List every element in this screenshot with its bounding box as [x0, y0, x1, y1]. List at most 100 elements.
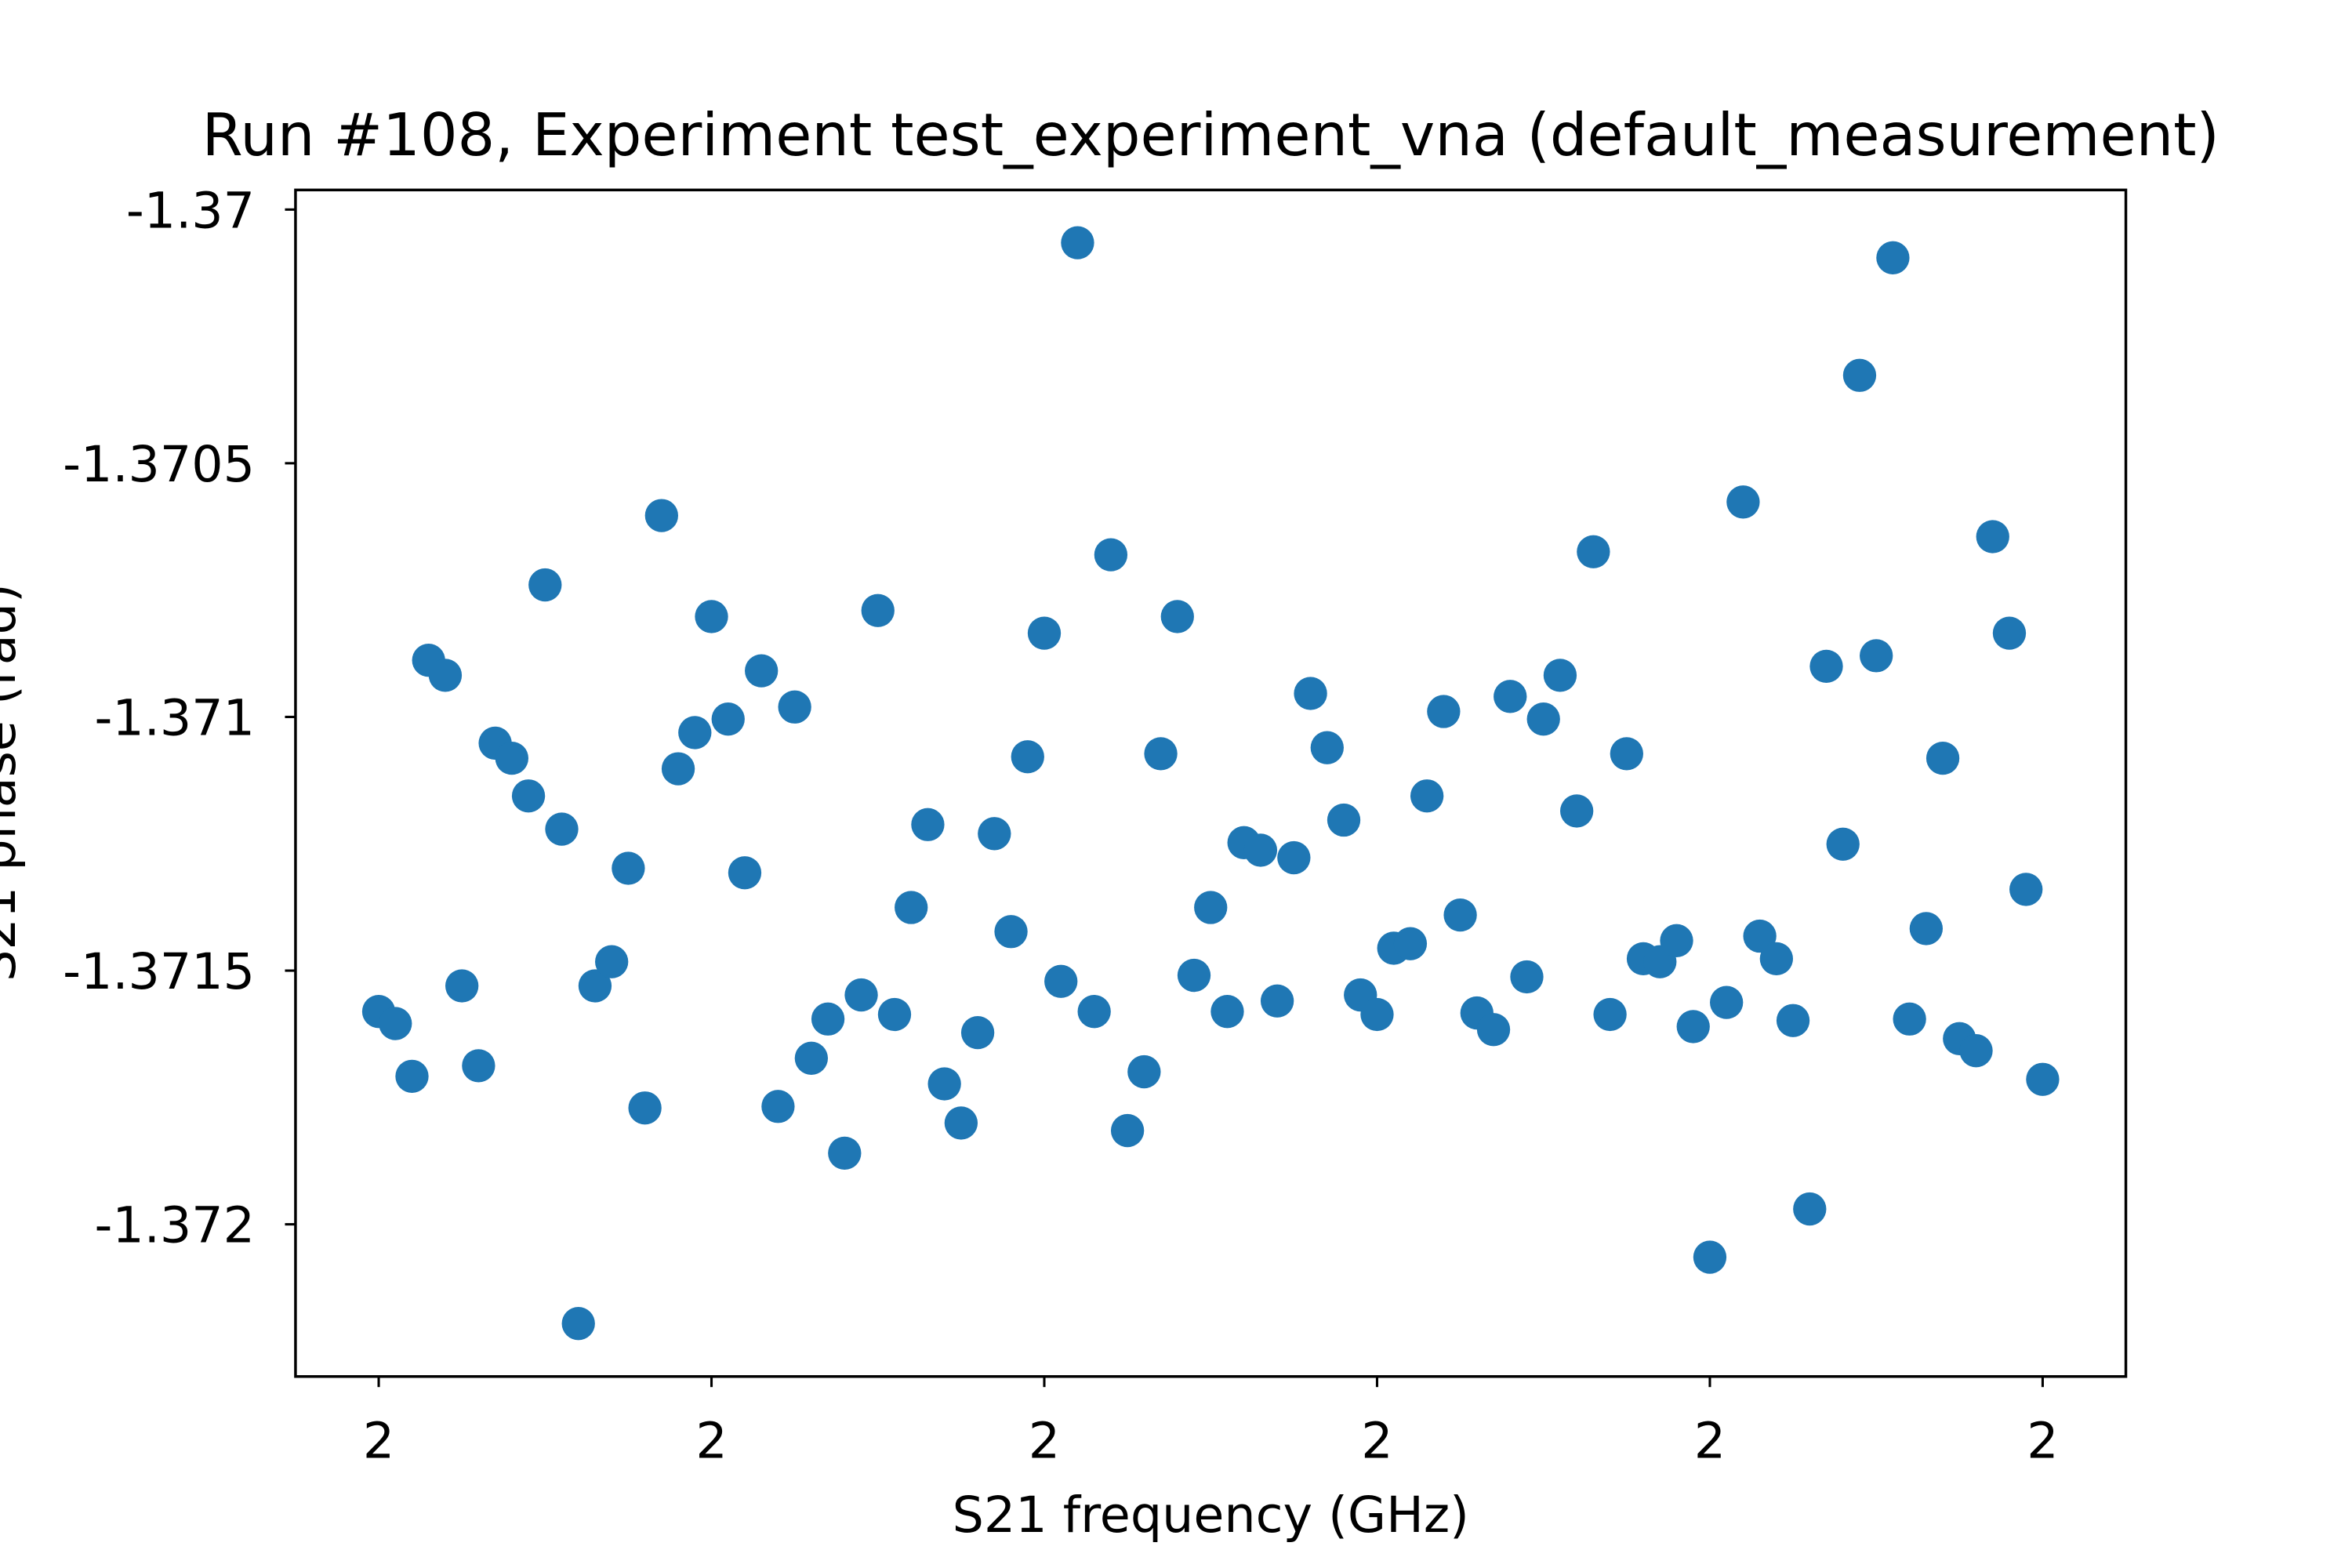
- scatter-point: [545, 812, 579, 846]
- scatter-point: [1027, 616, 1062, 650]
- scatter-point: [395, 1059, 429, 1093]
- scatter-point: [1793, 1192, 1827, 1226]
- scatter-point: [1809, 649, 1843, 684]
- scatter-point: [1759, 942, 1793, 976]
- scatter-point: [2026, 1062, 2060, 1096]
- x-tick-label: 2: [695, 1412, 727, 1470]
- scatter-point: [1660, 924, 1693, 957]
- scatter-point: [1710, 985, 1744, 1019]
- scatter-point: [1926, 741, 1960, 775]
- scatter-point: [1610, 737, 1643, 771]
- scatter-point: [828, 1136, 862, 1171]
- scatter-point: [1693, 1240, 1727, 1274]
- scatter-point: [978, 817, 1011, 851]
- scatter-point: [1577, 535, 1610, 568]
- scatter-point: [1560, 794, 1594, 828]
- scatter-point: [1393, 927, 1428, 960]
- scatter-point: [1826, 827, 1860, 861]
- scatter-point: [1510, 960, 1544, 994]
- scatter-point: [1443, 898, 1477, 932]
- chart-title: Run #108, Experiment test_experiment_vna…: [202, 100, 2220, 169]
- scatter-point: [711, 702, 745, 736]
- scatter-point: [1909, 912, 1944, 946]
- scatter-point: [1976, 520, 2009, 554]
- scatter-point: [661, 752, 695, 786]
- scatter-point: [445, 969, 479, 1003]
- x-tick-label: 2: [1029, 1412, 1060, 1470]
- scatter-point: [794, 1041, 829, 1075]
- scatter-point: [678, 716, 712, 750]
- scatter-point: [1327, 803, 1361, 837]
- y-tick-label: -1.372: [94, 1196, 255, 1254]
- scatter-point: [1494, 680, 1527, 713]
- scatter-point: [1094, 538, 1128, 572]
- scatter-point: [1526, 702, 1560, 736]
- scatter-point: [1992, 616, 2027, 650]
- scatter-point: [379, 1007, 412, 1040]
- scatter-point: [1110, 1113, 1145, 1148]
- scatter-point: [1310, 731, 1344, 764]
- scatter-point: [1893, 1002, 1926, 1036]
- x-axis-label: S21 frequency (GHz): [953, 1486, 1469, 1544]
- x-tick-label: 2: [1694, 1412, 1726, 1470]
- scatter-point: [1144, 737, 1178, 771]
- scatter-point: [1676, 1010, 1710, 1044]
- scatter-point: [1959, 1034, 1993, 1068]
- scatter-point: [612, 851, 645, 885]
- scatter-point: [844, 978, 878, 1012]
- scatter-point: [695, 600, 728, 633]
- scatter-point: [1177, 958, 1211, 993]
- scatter-point: [628, 1091, 662, 1125]
- scatter-point: [1011, 740, 1044, 774]
- scatter-point: [1243, 833, 1278, 867]
- scatter-point: [994, 915, 1028, 949]
- x-tick-label: 2: [363, 1412, 394, 1470]
- scatter-point: [1210, 995, 1244, 1029]
- scatter-point: [1160, 600, 1194, 633]
- scatter-point: [1876, 241, 1910, 274]
- scatter-point: [2009, 873, 2043, 906]
- y-axis-label: S21 phase (rad): [0, 583, 27, 982]
- scatter-point: [1543, 659, 1577, 692]
- scatter-point: [1260, 984, 1294, 1018]
- scatter-point: [495, 741, 528, 775]
- scatter-point: [511, 779, 546, 813]
- x-tick-label: 2: [2027, 1412, 2058, 1470]
- scatter-point: [1410, 779, 1444, 813]
- scatter-point: [1077, 995, 1111, 1029]
- scatter-point: [1476, 1013, 1511, 1047]
- scatter-point: [895, 891, 928, 924]
- y-tick-label: -1.37: [126, 181, 255, 239]
- scatter-point: [1743, 919, 1777, 953]
- scatter-point: [745, 654, 779, 688]
- scatter-point: [1127, 1054, 1161, 1089]
- scatter-point: [761, 1090, 795, 1123]
- x-tick-label: 2: [1361, 1412, 1392, 1470]
- plot-frame: [294, 188, 2128, 1378]
- scatter-point: [1194, 891, 1228, 924]
- scatter-point: [861, 593, 895, 627]
- scatter-point: [1842, 358, 1877, 392]
- scatter-point: [1726, 485, 1760, 519]
- scatter-point: [1061, 226, 1094, 260]
- y-tick-label: -1.3705: [63, 435, 255, 493]
- scatter-point: [1593, 997, 1627, 1032]
- scatter-point: [911, 808, 945, 841]
- scatter-point: [1044, 964, 1078, 998]
- y-tick-label: -1.371: [94, 689, 255, 747]
- scatter-point: [1360, 997, 1394, 1032]
- scatter-point: [1277, 840, 1311, 875]
- y-tick-label: -1.3715: [63, 942, 255, 1000]
- scatter-point: [1427, 695, 1461, 728]
- scatter-point: [811, 1002, 845, 1036]
- scatter-point: [927, 1067, 961, 1101]
- scatter-point: [1860, 639, 1893, 673]
- scatter-point: [877, 997, 912, 1032]
- scatter-point: [595, 945, 629, 978]
- scatter-point: [462, 1049, 495, 1083]
- scatter-point: [778, 690, 811, 724]
- scatter-point: [944, 1106, 978, 1140]
- scatter-point: [528, 568, 562, 602]
